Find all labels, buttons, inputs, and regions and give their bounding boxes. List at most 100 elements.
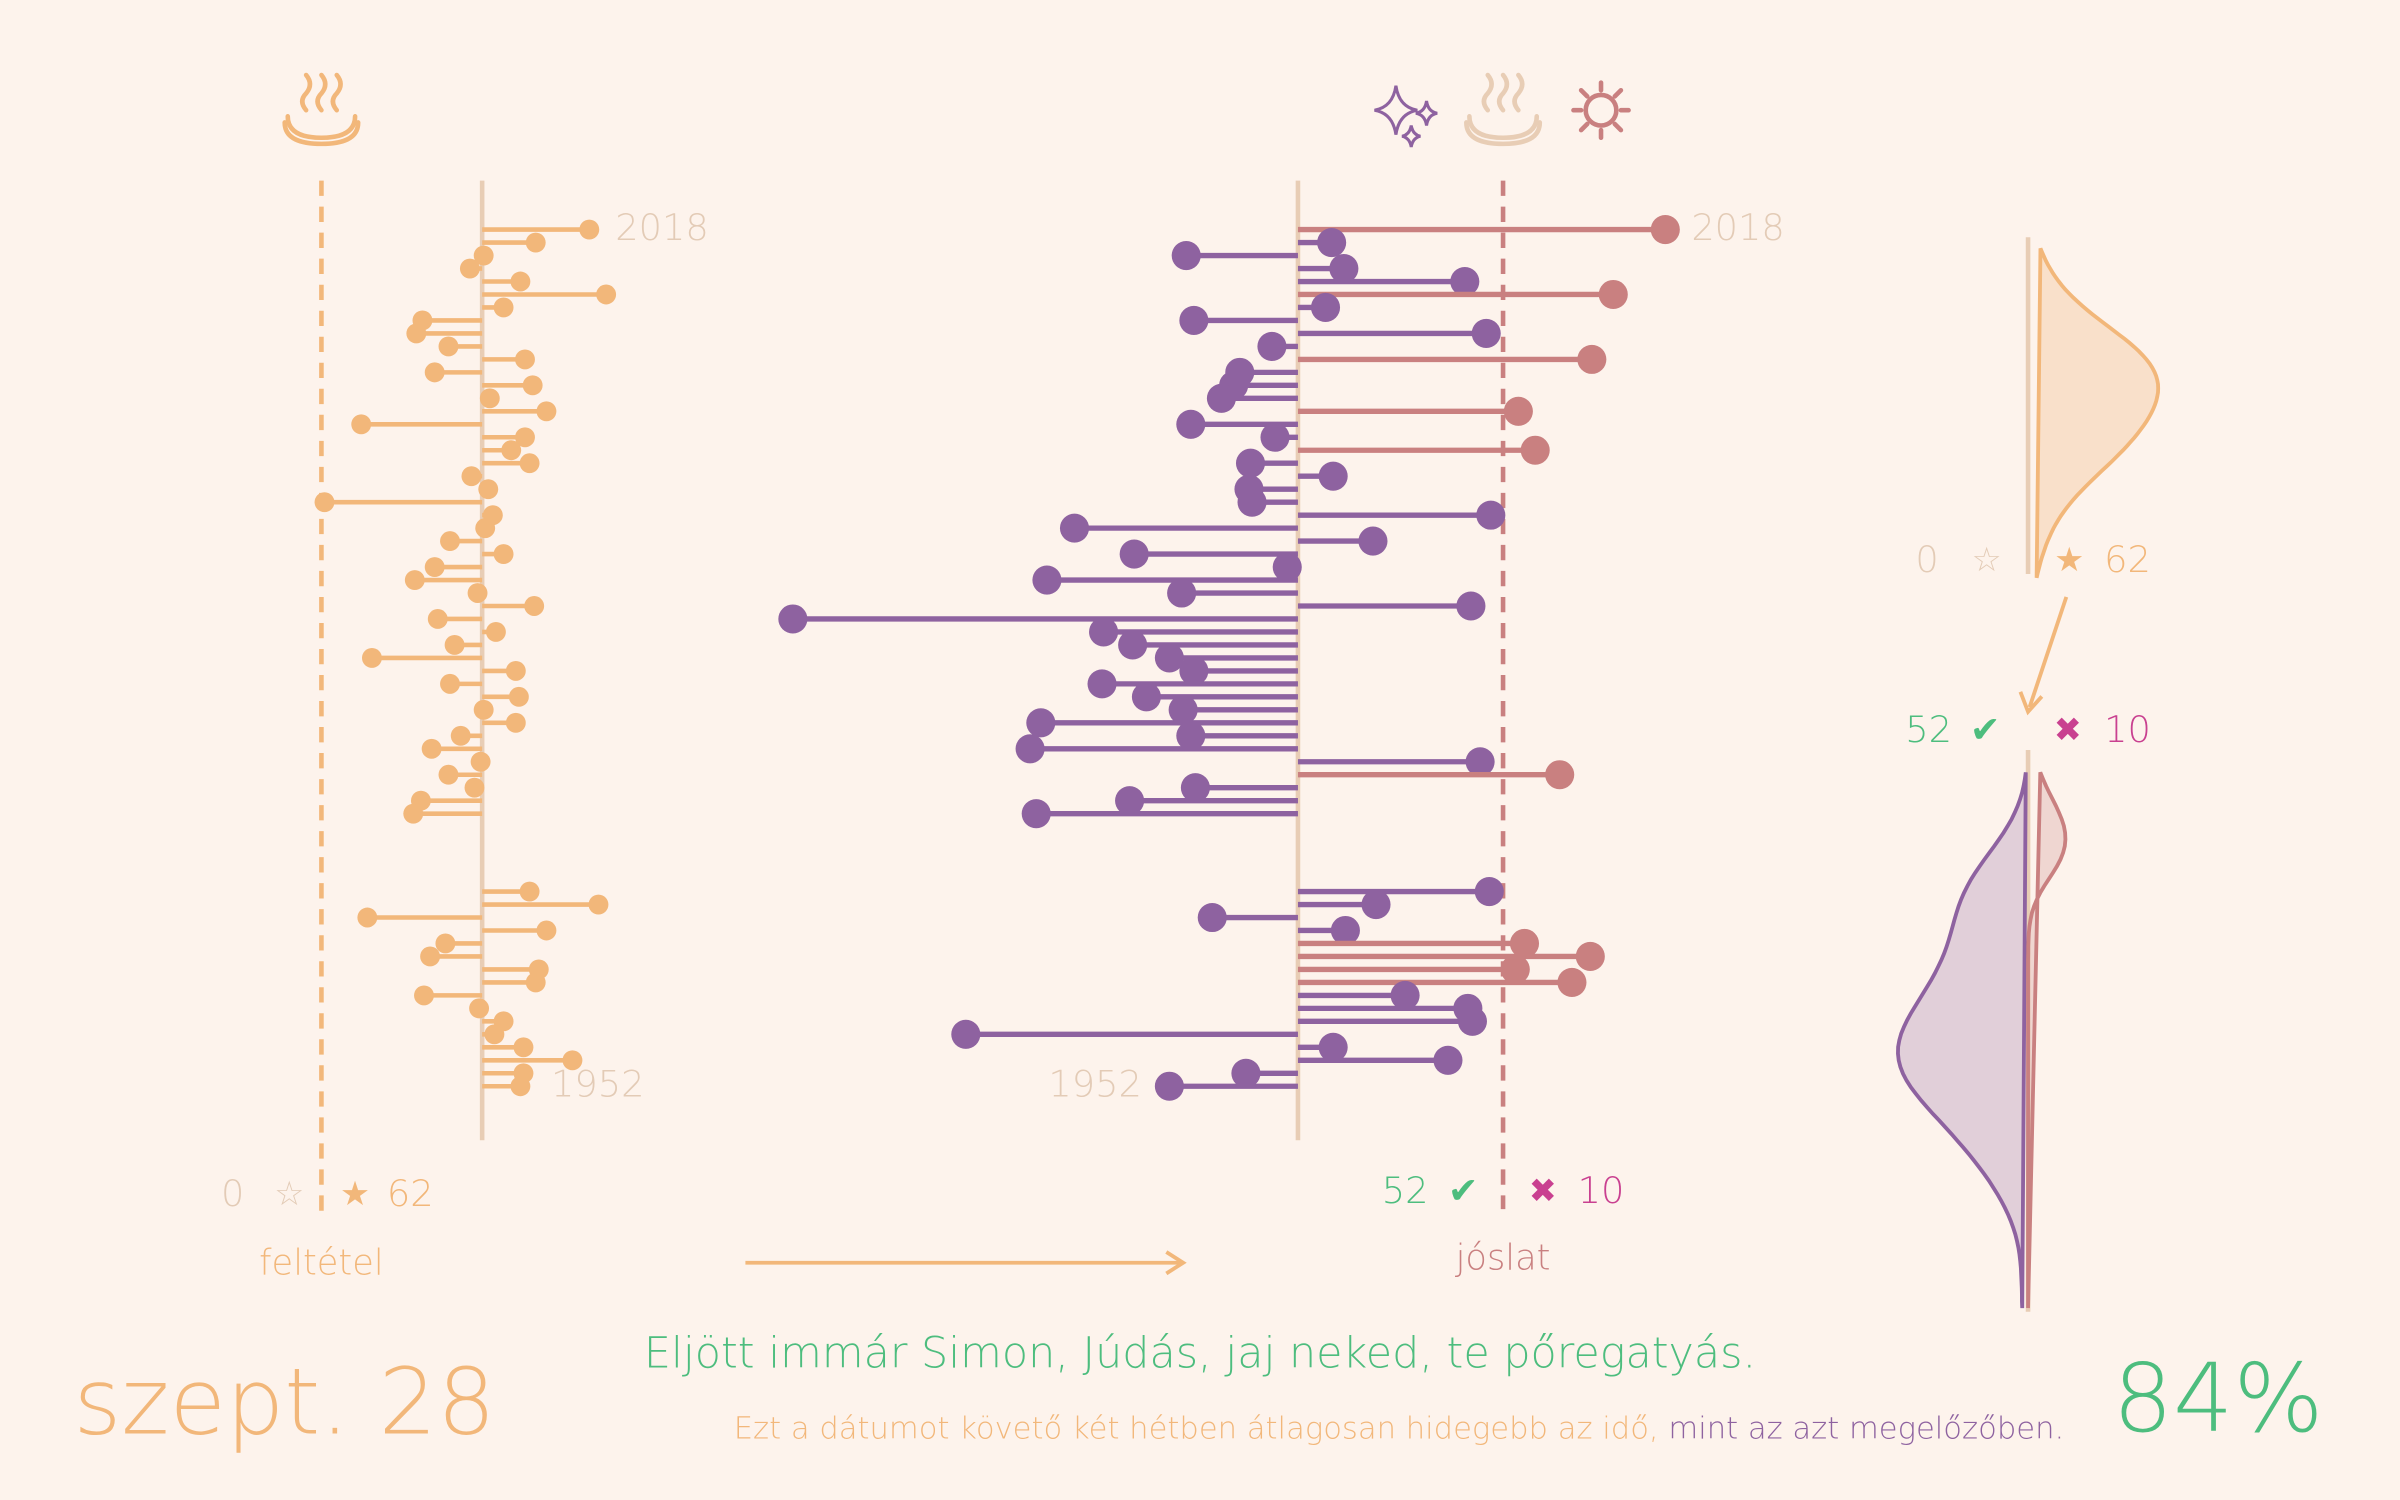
correct-count: 52 — [1382, 1169, 1429, 1212]
lollipop-dot — [1471, 318, 1501, 348]
lollipop-dot — [1059, 513, 1090, 543]
lollipop-dot — [1168, 695, 1198, 725]
lollipop-dot — [562, 1050, 583, 1071]
lollipop-dot — [1118, 630, 1148, 660]
lollipop-dot — [1390, 980, 1420, 1010]
arrow-head — [2018, 691, 2044, 716]
year-label: 2018 — [615, 206, 708, 249]
saying: Eljött immár Simon, Júdás, jaj neked, te… — [644, 1329, 1756, 1379]
lollipop-dot — [1206, 383, 1236, 413]
sparkle-icon — [1374, 85, 1438, 148]
lollipop-dot — [519, 453, 540, 474]
lollipop-dot — [525, 232, 546, 253]
lollipop-dot — [450, 725, 471, 746]
lollipop-dot — [1457, 1006, 1487, 1036]
prediction-label: jóslat — [1455, 1238, 1551, 1279]
lollipop-dot — [1167, 578, 1197, 608]
lollipop-dot — [424, 557, 445, 578]
lollipop-dot — [361, 647, 382, 668]
lollipop-dot — [485, 622, 506, 642]
lollipop-dot — [440, 673, 460, 694]
lollipop-dot — [1087, 669, 1117, 699]
lollipop-dot — [1197, 902, 1227, 933]
lollipop-dot — [525, 972, 546, 993]
lollipop-dot — [1231, 1058, 1261, 1088]
lollipop-dot — [1171, 241, 1201, 271]
lollipop-dot — [501, 440, 522, 461]
lollipop-dot — [515, 349, 535, 370]
lollipop-dot — [588, 894, 609, 915]
lollipop-dot — [1179, 305, 1209, 335]
lollipop-dot — [475, 518, 496, 539]
lollipop-dot — [519, 881, 540, 902]
lollipop-dot — [1176, 721, 1206, 751]
lollipop-dot — [493, 544, 514, 565]
lollipop-dot — [596, 284, 617, 305]
lollipop-dot — [1450, 266, 1480, 297]
lollipop-dot — [505, 660, 526, 681]
lollipop-dot — [1557, 967, 1587, 997]
lollipop-dot — [1577, 344, 1607, 374]
lollipop-dot — [1500, 954, 1530, 984]
correct-count: 52 — [1905, 708, 1952, 751]
wrong-count: 10 — [1578, 1169, 1625, 1212]
accuracy: 84% — [2113, 1344, 2324, 1454]
lollipop-dot — [1465, 747, 1495, 777]
lollipop-dot — [493, 297, 514, 318]
explanation: Ezt a dátumot követő két hétben átlagosa… — [734, 1411, 2065, 1446]
explanation-cold: mint az azt megelőzőben. — [1668, 1411, 2064, 1446]
lollipop-dot — [1318, 461, 1348, 491]
lollipop-dot — [414, 985, 434, 1006]
pass-count: 62 — [387, 1172, 434, 1215]
lollipop-dot — [1650, 215, 1680, 245]
lollipop-dot — [1176, 409, 1206, 439]
wrong-count: 10 — [2104, 708, 2151, 751]
lollipop-dot — [1575, 941, 1605, 971]
lollipop-dot — [1329, 253, 1359, 284]
lollipop-dot — [435, 933, 456, 954]
lollipop-dot — [479, 388, 500, 409]
pass-symbol: ★ — [2054, 540, 2084, 579]
date: szept. 28 — [73, 1349, 495, 1456]
lollipop-dot — [778, 604, 808, 634]
condition-label: feltétel — [259, 1242, 383, 1283]
lollipop-dot — [1474, 877, 1504, 907]
lollipop-dot — [505, 712, 526, 733]
lollipop-dot — [1317, 228, 1347, 258]
lollipop-dot — [470, 751, 491, 772]
pass-count: 62 — [2104, 538, 2151, 581]
lollipop-dot — [1115, 786, 1145, 816]
fail-count: 0 — [221, 1172, 244, 1215]
lollipop-dot — [1545, 760, 1575, 790]
lollipop-dot — [1433, 1045, 1463, 1075]
lollipop-dot — [1260, 422, 1290, 452]
lollipop-dot — [1131, 682, 1161, 712]
lollipop-dot — [406, 323, 427, 344]
lollipop-dot — [1358, 526, 1388, 556]
lollipop-dot — [1021, 799, 1051, 829]
lollipop-dot — [1257, 331, 1287, 361]
lollipop-dot — [314, 492, 335, 513]
lollipop-dot — [1089, 617, 1119, 647]
fail-symbol: ☆ — [1972, 540, 2002, 579]
lollipop-dot — [444, 634, 465, 655]
lollipop-dot — [440, 531, 460, 552]
lollipop-dot — [1361, 889, 1391, 920]
lollipop-dot — [522, 375, 543, 396]
pass-symbol: ★ — [340, 1174, 370, 1213]
lollipop-dot — [1235, 448, 1266, 478]
lollipop-dot — [459, 258, 480, 279]
year-label: 1952 — [1048, 1063, 1141, 1106]
lollipop-dot — [467, 583, 488, 603]
lollipop-dot — [1154, 643, 1184, 673]
lollipop-dot — [469, 998, 490, 1019]
lollipop-dot — [513, 1037, 534, 1058]
fail-symbol: ☆ — [274, 1174, 304, 1213]
lollipop-dot — [421, 738, 442, 759]
correct-symbol: ✔ — [1970, 708, 2001, 751]
lollipop-dot — [508, 686, 529, 707]
arrow-head — [1165, 1250, 1187, 1276]
lollipop-dot — [524, 596, 545, 616]
lollipop-dot — [951, 1019, 981, 1049]
